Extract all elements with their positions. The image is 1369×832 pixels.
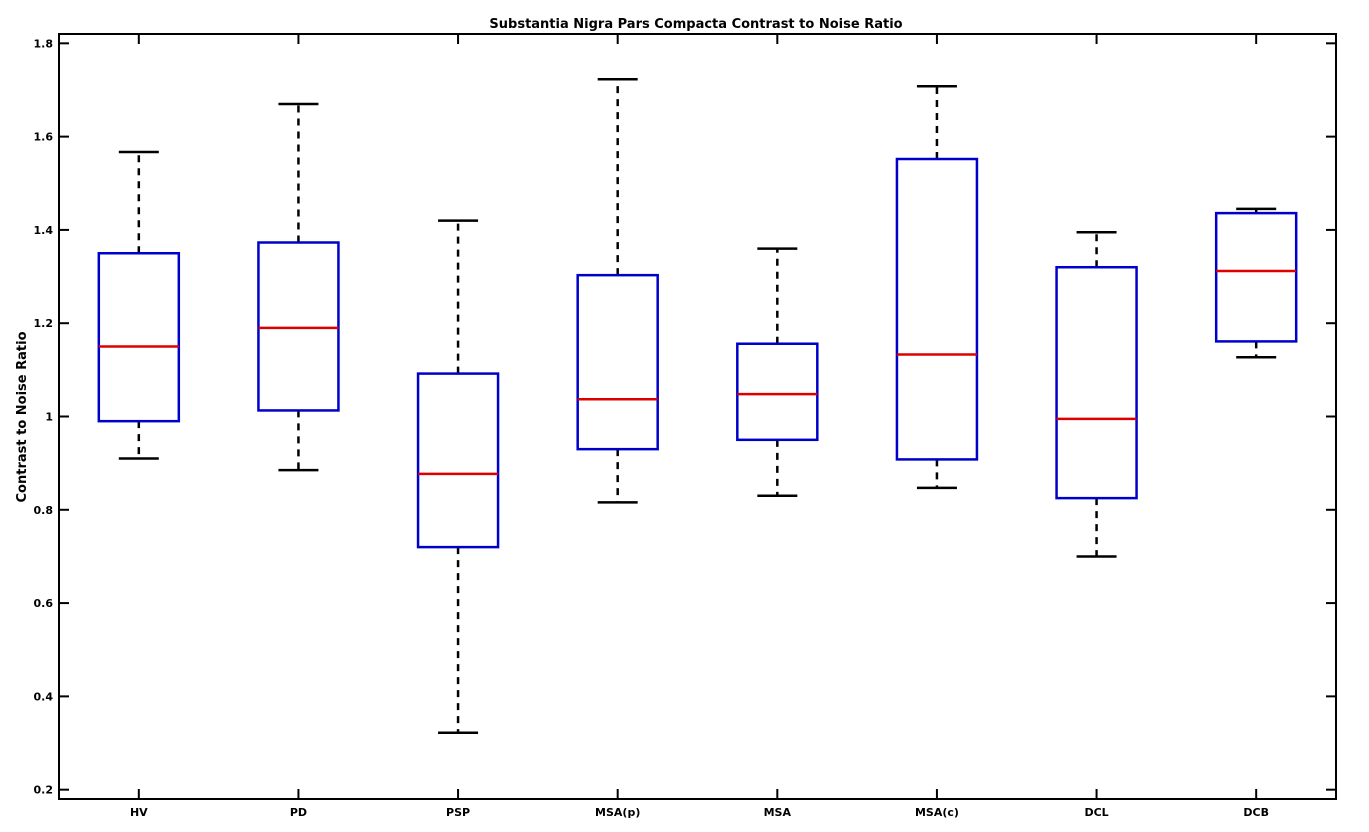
box-iqr — [1214, 211, 1298, 343]
box-iqr — [576, 273, 659, 451]
box-group — [416, 219, 500, 735]
x-tick-label: HV — [130, 806, 148, 819]
y-tick-label: 0.4 — [34, 690, 54, 703]
y-tick-label: 0.6 — [34, 597, 54, 610]
x-tick-label: MSA — [764, 806, 792, 819]
box-iqr — [895, 157, 979, 461]
box-group — [895, 84, 979, 490]
x-tick-label: MSA(c) — [915, 806, 959, 819]
box-iqr — [736, 342, 819, 442]
x-tick-label: MSA(p) — [595, 806, 640, 819]
x-tick-label: DCL — [1084, 806, 1108, 819]
y-tick-label: 1 — [45, 411, 53, 424]
x-tick-label: PSP — [446, 806, 470, 819]
plot-area-frame — [58, 33, 1337, 800]
box-group — [1055, 230, 1138, 558]
x-tick-label: DCB — [1243, 806, 1269, 819]
y-tick-label: 0.2 — [34, 784, 54, 797]
box-iqr — [1055, 265, 1138, 500]
x-tick-label: PD — [290, 806, 307, 819]
y-axis-ticks: 0.2 0.4 0.6 0.8 1 1.2 1.4 1.6 1.8 — [34, 37, 1336, 797]
box-group — [257, 102, 340, 472]
x-axis-ticks: HV PD PSP MSA(p) MSA MSA(c) DCL DCB — [130, 34, 1269, 819]
chart-title: Substantia Nigra Pars Compacta Contrast … — [489, 17, 902, 32]
box-group — [576, 77, 659, 504]
box-group — [97, 150, 181, 460]
y-axis-label: Contrast to Noise Ratio — [15, 331, 30, 502]
box-iqr — [257, 241, 340, 412]
y-tick-label: 1.2 — [34, 317, 54, 330]
y-tick-label: 1.4 — [34, 224, 54, 237]
y-tick-label: 1.6 — [34, 131, 54, 144]
y-tick-label: 0.8 — [34, 504, 54, 517]
y-tick-label: 1.8 — [34, 37, 54, 50]
box-series — [97, 77, 1298, 735]
box-group — [1214, 207, 1298, 359]
box-iqr — [416, 372, 500, 549]
box-iqr — [97, 251, 181, 423]
box-group — [736, 247, 819, 498]
